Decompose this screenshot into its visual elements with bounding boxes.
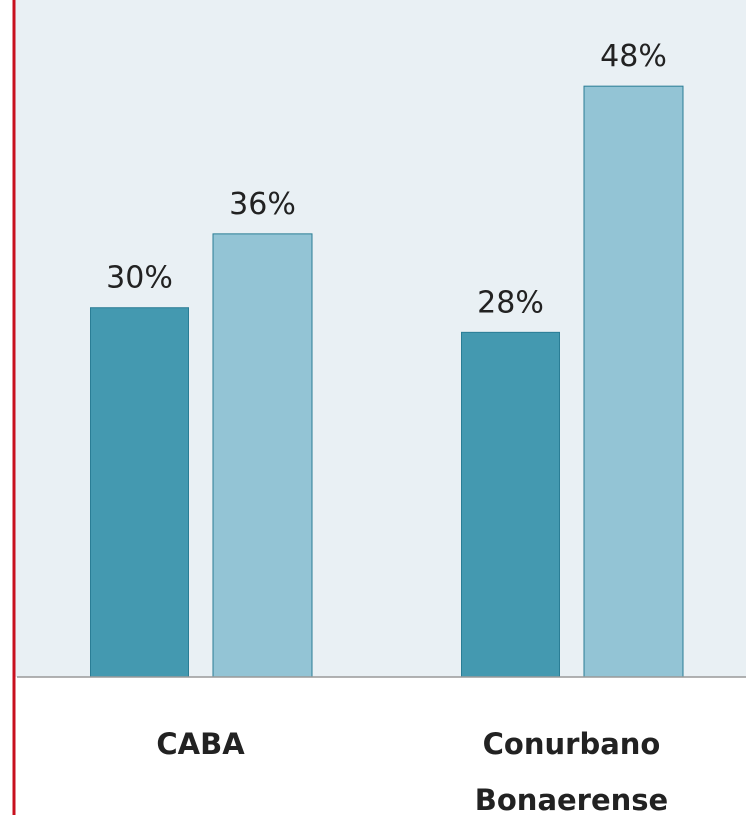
bar [212,233,313,678]
x-tick-label: Conurbano Bonaerense [474,727,669,817]
data-label: 48% [600,39,667,74]
data-label: 36% [229,187,296,222]
bar [583,85,684,678]
x-tick-label: CABA [156,727,245,761]
data-label: 28% [477,285,544,320]
bar [90,307,189,678]
bar [461,331,560,678]
data-label: 30% [106,261,173,296]
